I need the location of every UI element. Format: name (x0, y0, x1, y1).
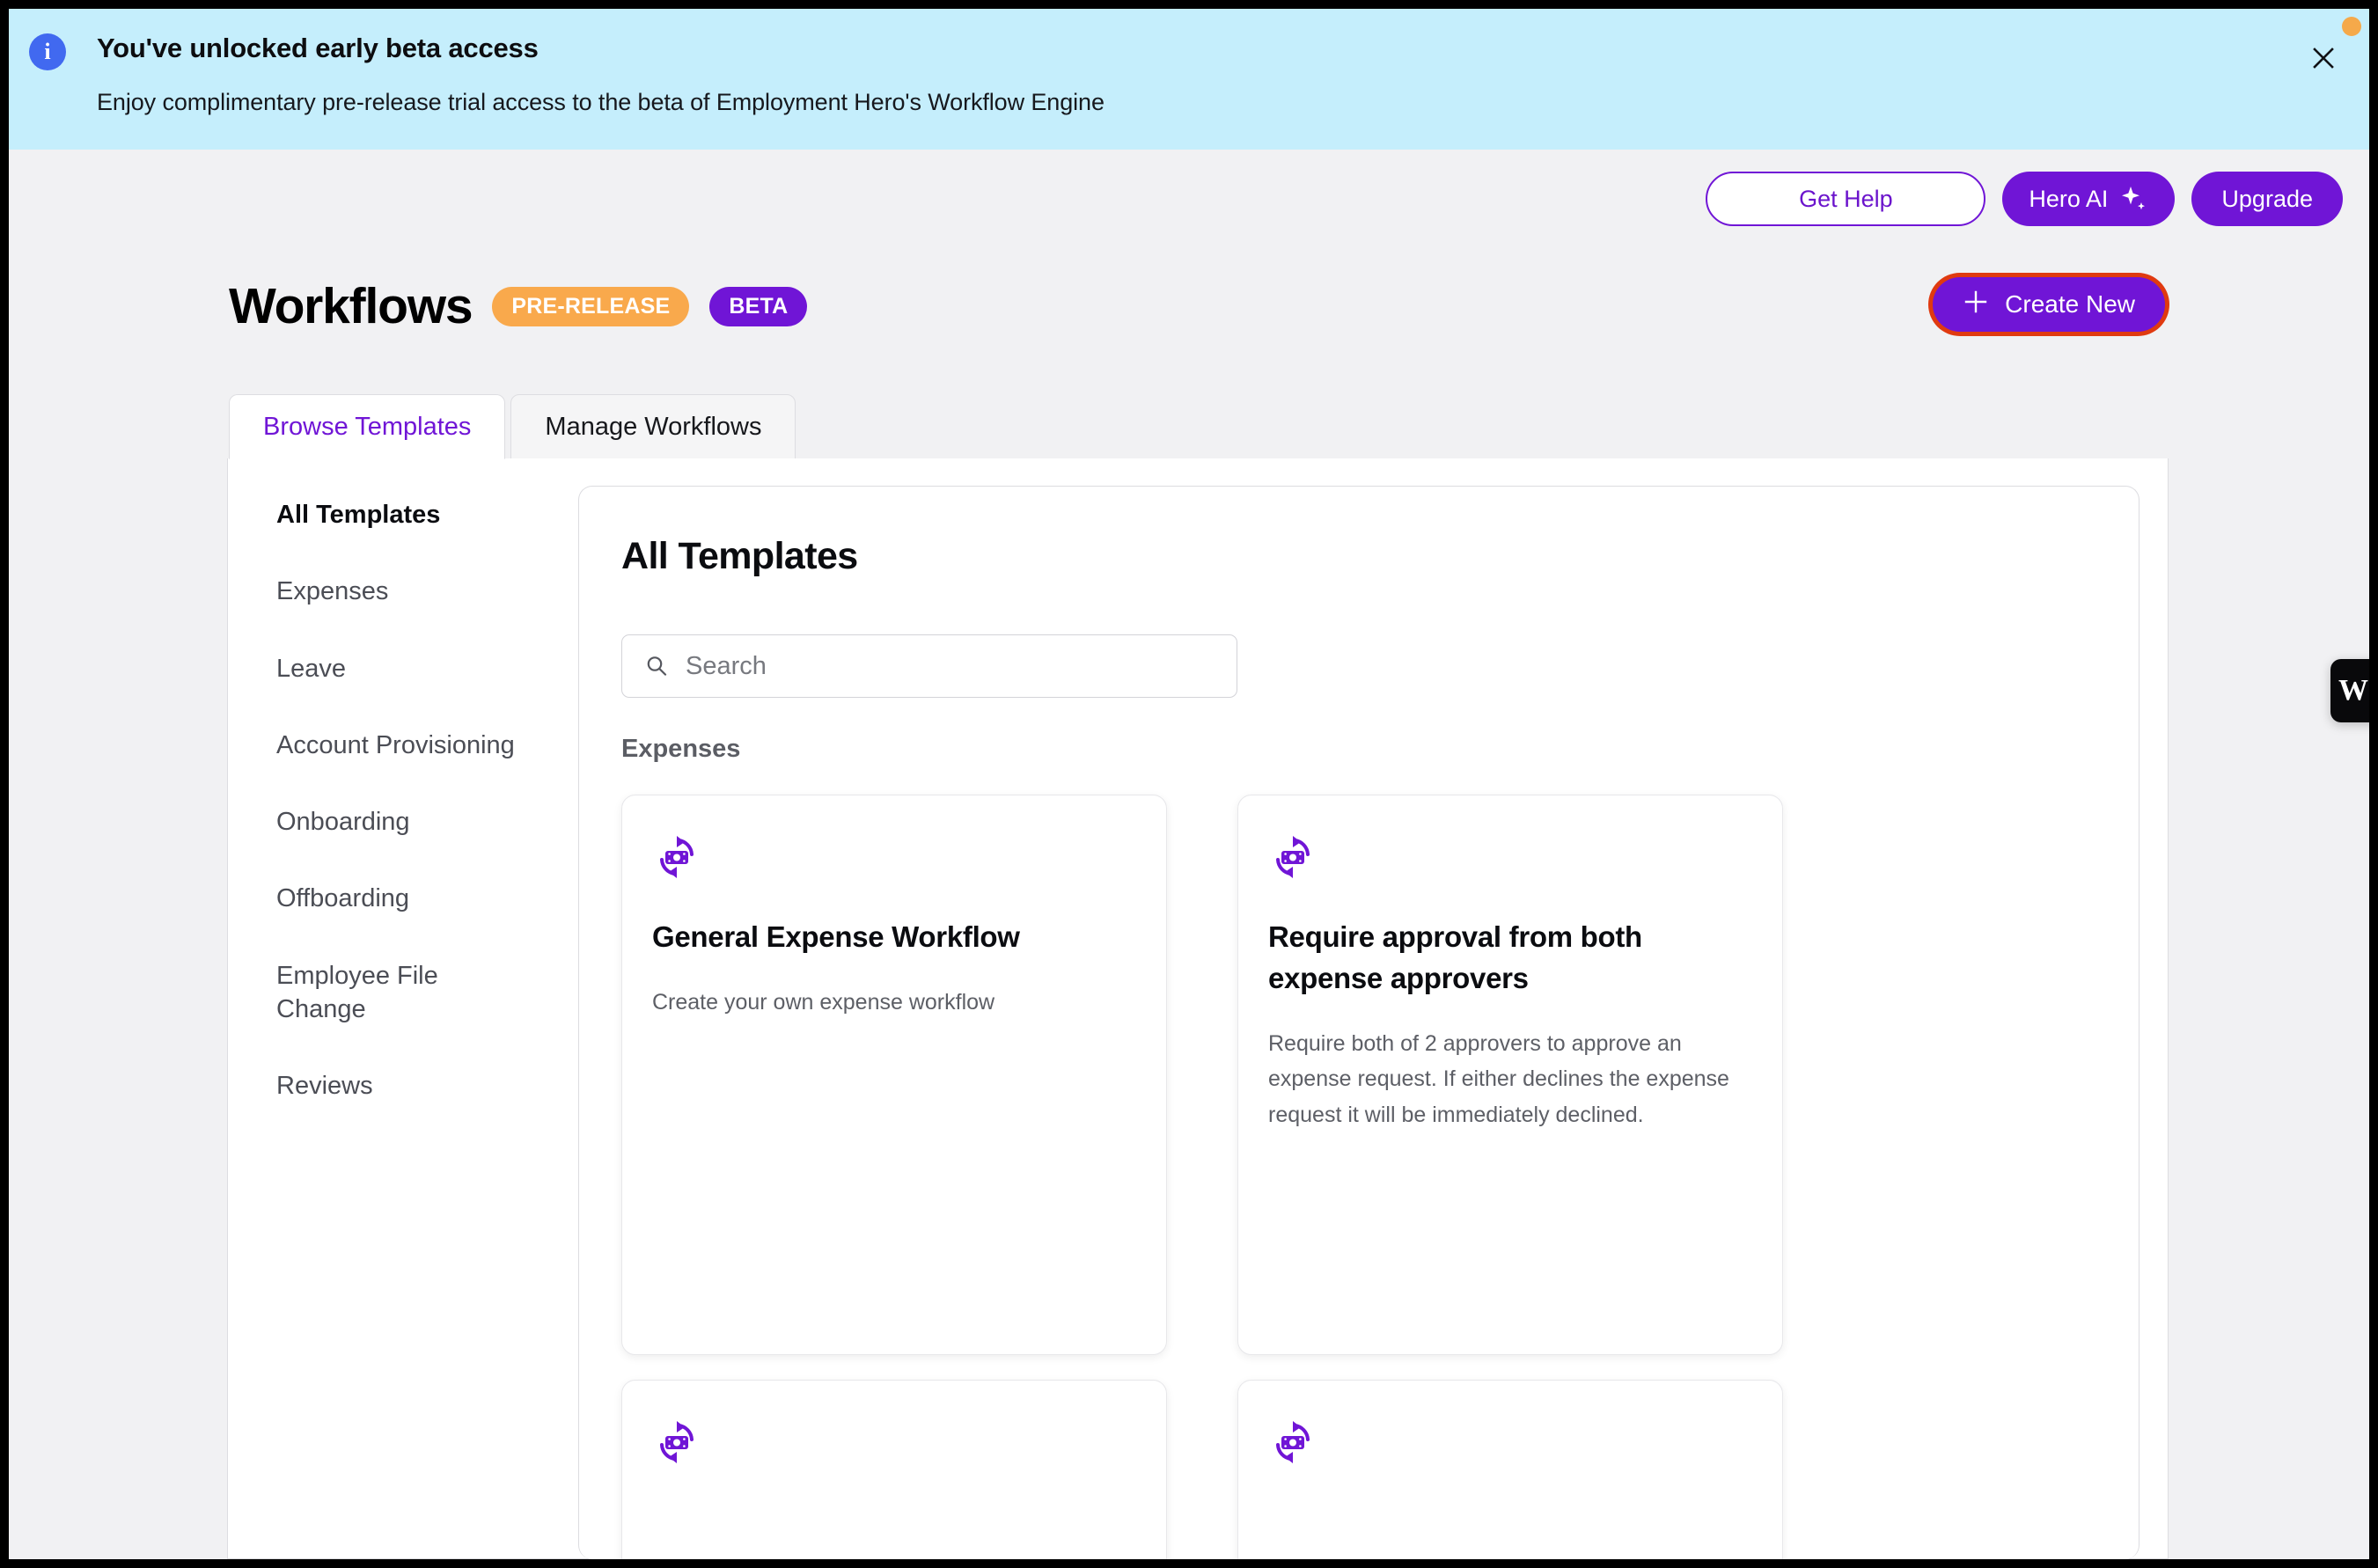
category-sidebar: All Templates Expenses Leave Account Pro… (276, 498, 584, 1146)
get-help-label: Get Help (1799, 185, 1893, 212)
expense-refresh-icon (652, 832, 1136, 882)
status-badge-beta: BETA (709, 286, 808, 326)
top-action-bar: Get Help Hero AI Upgrade (1706, 172, 2343, 226)
template-card-grid: General Expense Workflow Create your own… (621, 795, 2100, 1559)
tab-manage-workflows-label: Manage Workflows (545, 412, 762, 441)
template-card-name: Require approval from both expense appro… (1268, 920, 1642, 994)
template-card-name: General Expense Workflow (652, 920, 1020, 953)
upgrade-label: Upgrade (2221, 185, 2313, 212)
get-help-button[interactable]: Get Help (1706, 172, 1986, 226)
page-title: Workflows (229, 278, 473, 334)
launcher-logo: W (2338, 674, 2368, 707)
content-surface: All Templates Expenses Leave Account Pro… (227, 458, 2169, 1559)
template-card[interactable] (621, 1380, 1167, 1559)
templates-panel: All Templates Expenses (578, 486, 2139, 1559)
tab-manage-workflows[interactable]: Manage Workflows (510, 394, 796, 459)
sidebar-item-expenses[interactable]: Expenses (276, 577, 389, 606)
expense-refresh-icon (652, 1418, 1136, 1467)
banner-title: You've unlocked early beta access (97, 33, 539, 63)
plus-icon (1963, 289, 1989, 321)
tab-bar: Browse Templates Manage Workflows (229, 394, 796, 459)
close-icon[interactable] (2304, 39, 2343, 77)
hero-ai-button[interactable]: Hero AI (2002, 172, 2176, 226)
page-heading-row: Workflows PRE-RELEASE BETA (229, 277, 808, 335)
banner-subtitle: Enjoy complimentary pre-release trial ac… (97, 89, 1105, 115)
template-card[interactable]: General Expense Workflow Create your own… (621, 795, 1167, 1355)
tab-browse-templates[interactable]: Browse Templates (229, 394, 506, 459)
tab-browse-templates-label: Browse Templates (263, 412, 472, 441)
template-card[interactable]: Require approval from both expense appro… (1237, 795, 1783, 1355)
template-card-description: Require both of 2 approvers to approve a… (1268, 1030, 1729, 1127)
sidebar-item-account-provisioning[interactable]: Account Provisioning (276, 730, 515, 759)
sidebar-item-offboarding[interactable]: Offboarding (276, 884, 410, 913)
sparkle-icon (2118, 184, 2148, 214)
beta-banner: i You've unlocked early beta access Enjo… (9, 9, 2369, 150)
sidebar-item-all-templates[interactable]: All Templates (276, 501, 441, 529)
workflow-launcher-icon[interactable]: W (2330, 659, 2369, 722)
create-new-label: Create New (2005, 290, 2135, 318)
template-card-description: Create your own expense workflow (652, 989, 995, 1015)
template-card[interactable] (1237, 1380, 1783, 1559)
sidebar-item-employee-file-change[interactable]: Employee File Change (276, 961, 438, 1023)
status-badge-pre-release: PRE-RELEASE (492, 286, 690, 326)
sidebar-item-leave[interactable]: Leave (276, 654, 347, 683)
template-group-label: Expenses (621, 735, 741, 763)
sidebar-item-reviews[interactable]: Reviews (276, 1072, 373, 1101)
templates-panel-title: All Templates (621, 535, 858, 577)
upgrade-button[interactable]: Upgrade (2191, 172, 2343, 226)
search-icon (643, 653, 670, 679)
sidebar-item-onboarding[interactable]: Onboarding (276, 808, 410, 837)
info-circle-icon: i (29, 33, 66, 70)
expense-refresh-icon (1268, 832, 1752, 882)
notification-dot (2342, 17, 2361, 36)
search-input[interactable] (686, 651, 1214, 681)
create-new-button[interactable]: Create New (1933, 277, 2165, 332)
search-box[interactable] (621, 634, 1237, 698)
expense-refresh-icon (1268, 1418, 1752, 1467)
hero-ai-label: Hero AI (2029, 185, 2109, 212)
app-page: i You've unlocked early beta access Enjo… (9, 9, 2369, 1559)
